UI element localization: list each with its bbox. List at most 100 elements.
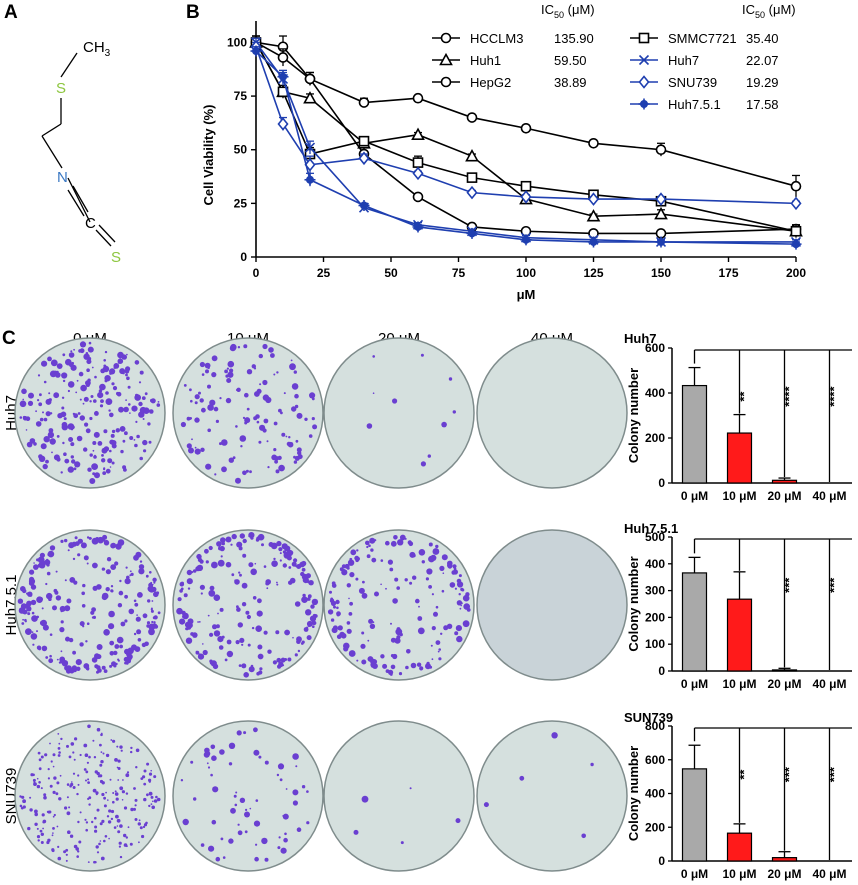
colony (238, 571, 241, 574)
bar-chart-ylabel: Colony number (626, 556, 641, 651)
colony (347, 559, 355, 566)
colony (148, 628, 155, 636)
colonies (366, 353, 456, 467)
colony (446, 623, 453, 629)
colony (274, 456, 280, 461)
colony (50, 359, 58, 367)
colony (69, 834, 74, 838)
colony (36, 777, 39, 780)
colony (282, 813, 289, 820)
colony (126, 353, 128, 356)
colony (226, 378, 232, 383)
colony (141, 642, 147, 648)
colony (77, 553, 81, 557)
colony (36, 558, 39, 562)
colony (129, 436, 134, 440)
colony (112, 739, 116, 743)
colony (293, 370, 297, 374)
colony (65, 660, 68, 663)
colony (21, 388, 27, 395)
colony (219, 397, 222, 400)
colony (296, 827, 302, 832)
colony (435, 544, 439, 549)
colony (346, 628, 352, 634)
colony (259, 424, 266, 431)
bar-y-tick-label: 600 (645, 753, 665, 767)
colony (215, 856, 221, 862)
colony (463, 603, 471, 610)
bond-c2-c3 (41, 135, 63, 169)
colony (275, 469, 280, 474)
colony (194, 446, 197, 449)
colony (48, 392, 51, 395)
colony (121, 799, 124, 801)
colony (417, 627, 425, 635)
colony (47, 553, 51, 557)
colony (176, 607, 183, 615)
colony (130, 746, 133, 750)
colony (96, 851, 100, 854)
colony (22, 398, 25, 401)
bond-c-s-double-1 (95, 229, 112, 247)
colony (68, 437, 74, 442)
colony (40, 787, 43, 790)
legend-ic50: 19.29 (746, 75, 779, 90)
colony (117, 830, 121, 834)
colony (83, 743, 88, 748)
colony (101, 819, 105, 824)
colony-plate (476, 337, 628, 489)
colony (92, 441, 97, 445)
colony (84, 753, 89, 757)
colony (396, 586, 401, 590)
colony (283, 392, 286, 395)
colony (228, 762, 233, 766)
data-point (277, 52, 289, 63)
colony (367, 639, 370, 642)
data-point (520, 122, 532, 134)
colony (415, 598, 420, 604)
colony (138, 819, 141, 822)
colony (280, 847, 287, 854)
bar-y-tick-label: 500 (645, 530, 665, 544)
colony (112, 386, 118, 391)
colony (127, 826, 130, 829)
colony (118, 406, 124, 413)
bar-y-tick-label: 300 (645, 584, 665, 598)
colony (64, 665, 70, 671)
colony (79, 415, 86, 421)
bar (726, 832, 753, 862)
colony (460, 604, 463, 607)
colony (77, 412, 81, 415)
colony (139, 826, 143, 830)
colony (40, 841, 44, 844)
colony (112, 800, 115, 804)
colony (103, 629, 110, 636)
colony (234, 579, 240, 585)
bar-category-label: 40 μM (812, 489, 846, 503)
colony (392, 398, 398, 404)
colony (49, 784, 53, 788)
colony (138, 411, 145, 418)
colony (361, 631, 365, 635)
y-tick-label: 25 (234, 196, 248, 210)
colony (36, 630, 38, 633)
series-hepg2 (250, 35, 802, 239)
colony (49, 633, 53, 636)
colony (454, 631, 459, 636)
colony (117, 767, 121, 770)
colony (285, 435, 288, 438)
data-point (412, 221, 424, 233)
colony (139, 560, 143, 563)
colony (67, 830, 71, 834)
colony (349, 601, 353, 606)
colony (78, 349, 82, 353)
colonies (353, 787, 461, 845)
colony (55, 792, 59, 796)
colony (90, 395, 94, 398)
colony (123, 406, 129, 413)
colony (94, 829, 98, 833)
colony (461, 588, 465, 592)
colony (291, 561, 297, 567)
colony (455, 818, 461, 824)
colony (49, 545, 56, 551)
